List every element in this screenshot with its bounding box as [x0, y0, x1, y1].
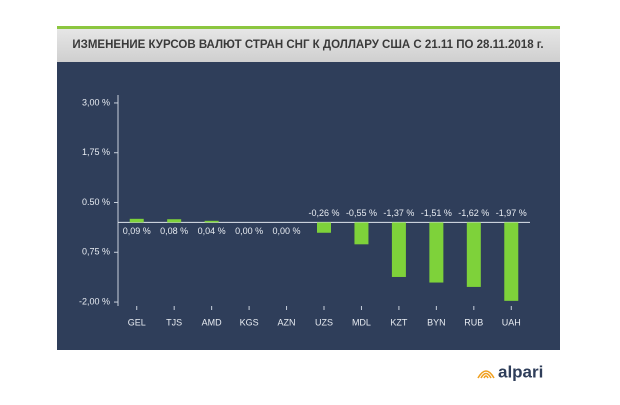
- x-tick-label: BYN: [427, 317, 446, 327]
- value-label: -0,55 %: [346, 208, 377, 218]
- x-tick-label: RUB: [464, 317, 483, 327]
- x-tick-label: GEL: [128, 317, 146, 327]
- value-label: -1,97 %: [496, 208, 527, 218]
- header-accent: [57, 26, 560, 29]
- logo-text: alpari: [498, 362, 543, 381]
- y-tick-label: 1,75 %: [82, 147, 110, 157]
- logo-icon: [477, 370, 495, 379]
- bar: [354, 222, 369, 245]
- bar: [317, 222, 331, 233]
- y-tick-label: 3,00 %: [82, 97, 110, 107]
- y-tick-label: -2,00 %: [79, 296, 110, 306]
- bar: [391, 222, 406, 277]
- bar: [466, 222, 481, 287]
- value-label: -1,37 %: [383, 208, 414, 218]
- x-tick-label: AZN: [278, 317, 296, 327]
- x-tick-label: UZS: [315, 317, 333, 327]
- bar: [204, 220, 219, 223]
- x-tick-label: AMD: [202, 317, 223, 327]
- value-label: -0,26 %: [308, 208, 339, 218]
- logo: alpari: [477, 362, 543, 381]
- x-tick-label: MDL: [352, 317, 371, 327]
- value-label: -1,62 %: [458, 208, 489, 218]
- x-tick-label: KZT: [390, 317, 408, 327]
- bar: [167, 219, 182, 223]
- y-tick-label: 0.50 %: [82, 197, 110, 207]
- value-label: 0,00 %: [235, 226, 263, 236]
- value-label: -1,51 %: [421, 208, 452, 218]
- y-tick-label: 0,75 %: [82, 247, 110, 257]
- bar: [504, 222, 519, 301]
- x-tick-label: UAH: [502, 317, 521, 327]
- bar: [429, 222, 444, 283]
- x-tick-label: KGS: [240, 317, 259, 327]
- bar: [129, 218, 144, 223]
- value-label: 0,04 %: [198, 226, 226, 236]
- value-label: 0,00 %: [273, 226, 301, 236]
- value-label: 0,08 %: [160, 226, 188, 236]
- plot-panel: [57, 62, 560, 350]
- x-tick-label: TJS: [166, 317, 182, 327]
- chart-title: ИЗМЕНЕНИЕ КУРСОВ ВАЛЮТ СТРАН СНГ К ДОЛЛА…: [72, 39, 543, 51]
- header: [57, 29, 560, 62]
- value-label: 0,09 %: [123, 226, 151, 236]
